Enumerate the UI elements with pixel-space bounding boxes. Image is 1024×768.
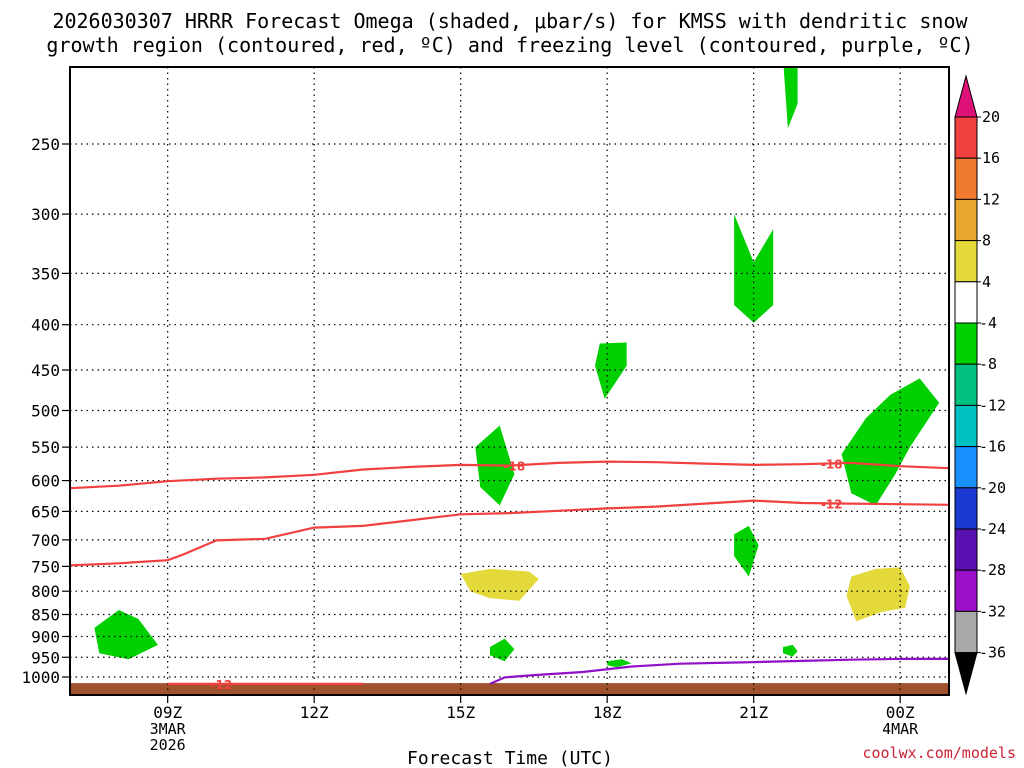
omega-region-10: [460, 568, 539, 601]
y-tick-label: 700: [31, 531, 60, 550]
colorbar-segment: [954, 610, 978, 654]
colorbar-segment: [954, 363, 978, 406]
x-tick-label: 21Z: [739, 703, 768, 722]
colorbar-label: 4: [982, 273, 991, 291]
surface-terrain: [70, 683, 949, 695]
contour-line-0: [70, 460, 949, 490]
x-tick-date: 3MAR: [150, 720, 187, 738]
colorbar-segment: [954, 404, 978, 448]
y-tick-label: 300: [31, 205, 60, 224]
colorbar-segment: [954, 116, 978, 159]
colorbar-label: 20: [982, 108, 1000, 126]
y-tick-label: 400: [31, 316, 60, 335]
y-tick-label: 1000: [21, 668, 60, 687]
omega-region-7: [490, 638, 515, 662]
chart-title-line-1: 2026030307 HRRR Forecast Omega (shaded, …: [52, 9, 968, 33]
omega-region-2: [783, 67, 798, 129]
x-tick-label: 15Z: [446, 703, 475, 722]
colorbar-label: 8: [982, 232, 991, 250]
x-tick-year: 2026: [150, 736, 186, 754]
surface-ground-band: [70, 683, 949, 695]
temperature-contours: -18 -18 -12 -12: [70, 457, 949, 692]
x-tick-date: 4MAR: [882, 720, 919, 738]
y-tick-label: 250: [31, 135, 60, 154]
omega-region-0: [595, 342, 627, 399]
omega-region-6: [94, 610, 158, 660]
contour-label: -18: [504, 459, 526, 473]
contour-label: -18: [821, 457, 843, 471]
colorbar-label: -20: [979, 479, 1006, 497]
colorbar-label: -32: [979, 602, 1006, 620]
colorbar-segment: [954, 157, 978, 200]
chart-title-line-2: growth region (contoured, red, ºC) and f…: [46, 33, 973, 57]
omega-region-9: [783, 644, 798, 657]
y-tick-label: 750: [31, 557, 60, 576]
plot-frame: [69, 66, 950, 696]
omega-region-11: [846, 567, 910, 622]
contour-label: -12: [821, 497, 843, 511]
colorbar-label: -12: [979, 396, 1006, 414]
colorbar-label: 12: [982, 190, 1000, 208]
y-tick-label: 550: [31, 438, 60, 457]
colorbar-bottom-arrow: [954, 652, 978, 696]
y-tick-label: 850: [31, 606, 60, 625]
colorbar-segment: [954, 198, 978, 242]
y-tick-label: 900: [31, 627, 60, 646]
colorbar-segment: [954, 446, 978, 489]
colorbar-segment: [954, 569, 978, 612]
x-tick-label: 12Z: [300, 703, 329, 722]
contour-line-1: [70, 499, 949, 567]
colorbar-label: -8: [979, 355, 997, 373]
contour-label: -12: [211, 678, 233, 692]
y-tick-label: 600: [31, 472, 60, 491]
x-axis-label: Forecast Time (UTC): [407, 748, 613, 768]
x-tick-label: 18Z: [593, 703, 622, 722]
colorbar-label: -24: [979, 520, 1006, 538]
y-tick-label: 950: [31, 648, 60, 667]
omega-shaded-regions: [94, 67, 940, 668]
omega-region-8: [607, 659, 632, 668]
colorbar-segment: [954, 528, 978, 571]
colorbar-label: -28: [979, 561, 1006, 579]
omega-colorbar: 20 16 12 8 4 -4 -8 -12 -16 -20 -24 -28 -32 -36: [954, 74, 1006, 696]
x-tick-label: 09Z: [153, 703, 182, 722]
grid-lines: [70, 67, 949, 695]
colorbar-segment: [954, 487, 978, 530]
y-tick-label: 350: [31, 264, 60, 283]
colorbar-label: 16: [982, 149, 1000, 167]
y-tick-label: 500: [31, 402, 60, 421]
pressure-axis: 250 300 350 400 450 500 550 600 650 700 750 800 850 9…: [21, 135, 70, 687]
y-tick-label: 650: [31, 502, 60, 521]
colorbar-segment: [954, 240, 978, 283]
colorbar-segment: [954, 322, 978, 365]
credit-text: coolwx.com/models: [862, 744, 1016, 762]
colorbar-label: -4: [979, 314, 997, 332]
omega-region-4: [841, 378, 940, 506]
x-tick-label: 00Z: [886, 703, 915, 722]
colorbar-segment: [954, 281, 978, 324]
omega-region-1: [734, 214, 774, 323]
colorbar-top-arrow: [954, 74, 978, 118]
y-tick-label: 800: [31, 582, 60, 601]
colorbar-label: -36: [979, 644, 1006, 662]
contour-line-3: [489, 657, 949, 685]
y-tick-label: 450: [31, 361, 60, 380]
colorbar-label: -16: [979, 438, 1006, 456]
omega-region-5: [734, 525, 759, 577]
